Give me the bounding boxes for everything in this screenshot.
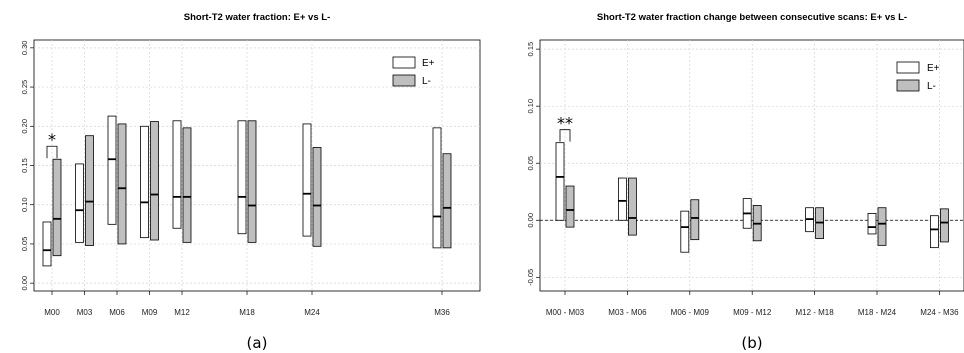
box-l-minus: [628, 177, 637, 236]
panel-b-grid: [540, 40, 964, 291]
box-l-minus: [247, 120, 257, 243]
box-e-plus: [618, 177, 627, 221]
box-e-plus: [867, 213, 877, 235]
panel-a-grid: [34, 40, 480, 291]
box-l-minus: [312, 147, 322, 247]
y-tick-label: 0.20: [20, 119, 29, 134]
y-tick-label: -0.05: [526, 269, 535, 286]
panel-b-boxes: [555, 142, 949, 253]
box-l-minus: [940, 208, 949, 243]
significance-bracket: [559, 129, 571, 142]
box-l-minus: [52, 158, 62, 257]
panel-b-title: Short-T2 water fraction change between c…: [597, 12, 907, 23]
legend-label-e-plus: E+: [422, 58, 435, 69]
box-l-minus: [877, 207, 887, 246]
box-e-plus: [302, 123, 312, 237]
y-tick-label: 0.15: [526, 42, 535, 57]
x-tick-label: M24 - M36: [920, 308, 959, 317]
x-tick-label: M06: [109, 308, 125, 317]
significance-marker: **: [557, 114, 573, 133]
panel-b-significance: **: [557, 114, 573, 142]
legend-label-l-minus: L-: [422, 76, 431, 87]
box-e-plus: [680, 210, 690, 253]
panel-b-x-axis: M00 - M03 M03 - M06 M06 - M09 M09 - M12 M12 …: [546, 291, 959, 317]
panel-a-boxes: [42, 115, 452, 267]
panel-a: Short-T2 water fraction: E+ vs L- M00 M03…: [20, 12, 481, 352]
box-l-minus: [565, 185, 575, 228]
x-tick-label: M00 - M03: [546, 308, 585, 317]
box-l-minus: [150, 121, 159, 241]
box-e-plus: [172, 120, 182, 229]
x-tick-label: M06 - M09: [671, 308, 710, 317]
y-tick-label: 0.30: [20, 41, 29, 56]
box-e-plus: [432, 127, 442, 249]
y-tick-label: 0.00: [20, 276, 29, 291]
x-tick-label: M03 - M06: [608, 308, 647, 317]
box-l-minus: [85, 135, 94, 246]
box-l-minus: [442, 153, 452, 249]
panel-a-legend: E+ L-: [392, 56, 435, 87]
x-tick-label: M03: [77, 308, 93, 317]
y-tick-label: 0.10: [20, 197, 29, 212]
box-l-minus: [690, 199, 700, 241]
panel-a-x-axis: M00 M03 M06 M09 M12 M18 M24 M36: [44, 291, 450, 317]
box-e-plus: [555, 142, 565, 221]
y-tick-label: 0.05: [20, 237, 29, 252]
box-e-plus: [75, 163, 84, 243]
box-l-minus: [182, 127, 192, 243]
x-tick-label: M09: [142, 308, 158, 317]
box-e-plus: [107, 115, 117, 225]
panel-a-label: (a): [247, 334, 268, 352]
legend-swatch-e-plus: [392, 56, 416, 69]
legend-swatch-l-minus: [392, 74, 416, 87]
legend-swatch-e-plus: [896, 61, 920, 74]
y-tick-label: 0.10: [526, 99, 535, 114]
x-tick-label: M00: [44, 308, 60, 317]
y-tick-label: 0.00: [526, 213, 535, 228]
panel-a-title: Short-T2 water fraction: E+ vs L-: [184, 12, 331, 23]
x-tick-label: M09 - M12: [733, 308, 772, 317]
y-tick-label: 0.05: [526, 156, 535, 171]
x-tick-label: M18 - M24: [858, 308, 897, 317]
box-e-plus: [237, 120, 247, 235]
box-e-plus: [42, 221, 52, 267]
x-tick-label: M24: [304, 308, 320, 317]
y-tick-label: 0.15: [20, 158, 29, 173]
significance-bracket: [46, 145, 58, 159]
panel-b-label: (b): [741, 334, 762, 352]
box-e-plus: [140, 125, 149, 239]
significance-marker: *: [48, 130, 56, 149]
x-tick-label: M36: [434, 308, 450, 317]
box-l-minus: [117, 123, 127, 245]
x-tick-label: M18: [239, 308, 255, 317]
x-tick-label: M12: [174, 308, 190, 317]
legend-label-l-minus: L-: [927, 81, 936, 92]
panel-b-y-axis: -0.05 0.00 0.05 0.10 0.15: [526, 42, 540, 286]
y-tick-label: 0.25: [20, 80, 29, 95]
x-tick-label: M12 - M18: [795, 308, 834, 317]
legend-swatch-l-minus: [896, 79, 920, 92]
panel-a-significance: *: [46, 130, 58, 159]
panel-b: Short-T2 water fraction change between c…: [526, 12, 964, 352]
panel-b-legend: E+ L-: [896, 61, 940, 92]
panel-a-y-axis: 0.00 0.05 0.10 0.15 0.20 0.25 0.30: [20, 41, 34, 291]
box-e-plus: [930, 215, 939, 249]
legend-label-e-plus: E+: [927, 63, 940, 74]
